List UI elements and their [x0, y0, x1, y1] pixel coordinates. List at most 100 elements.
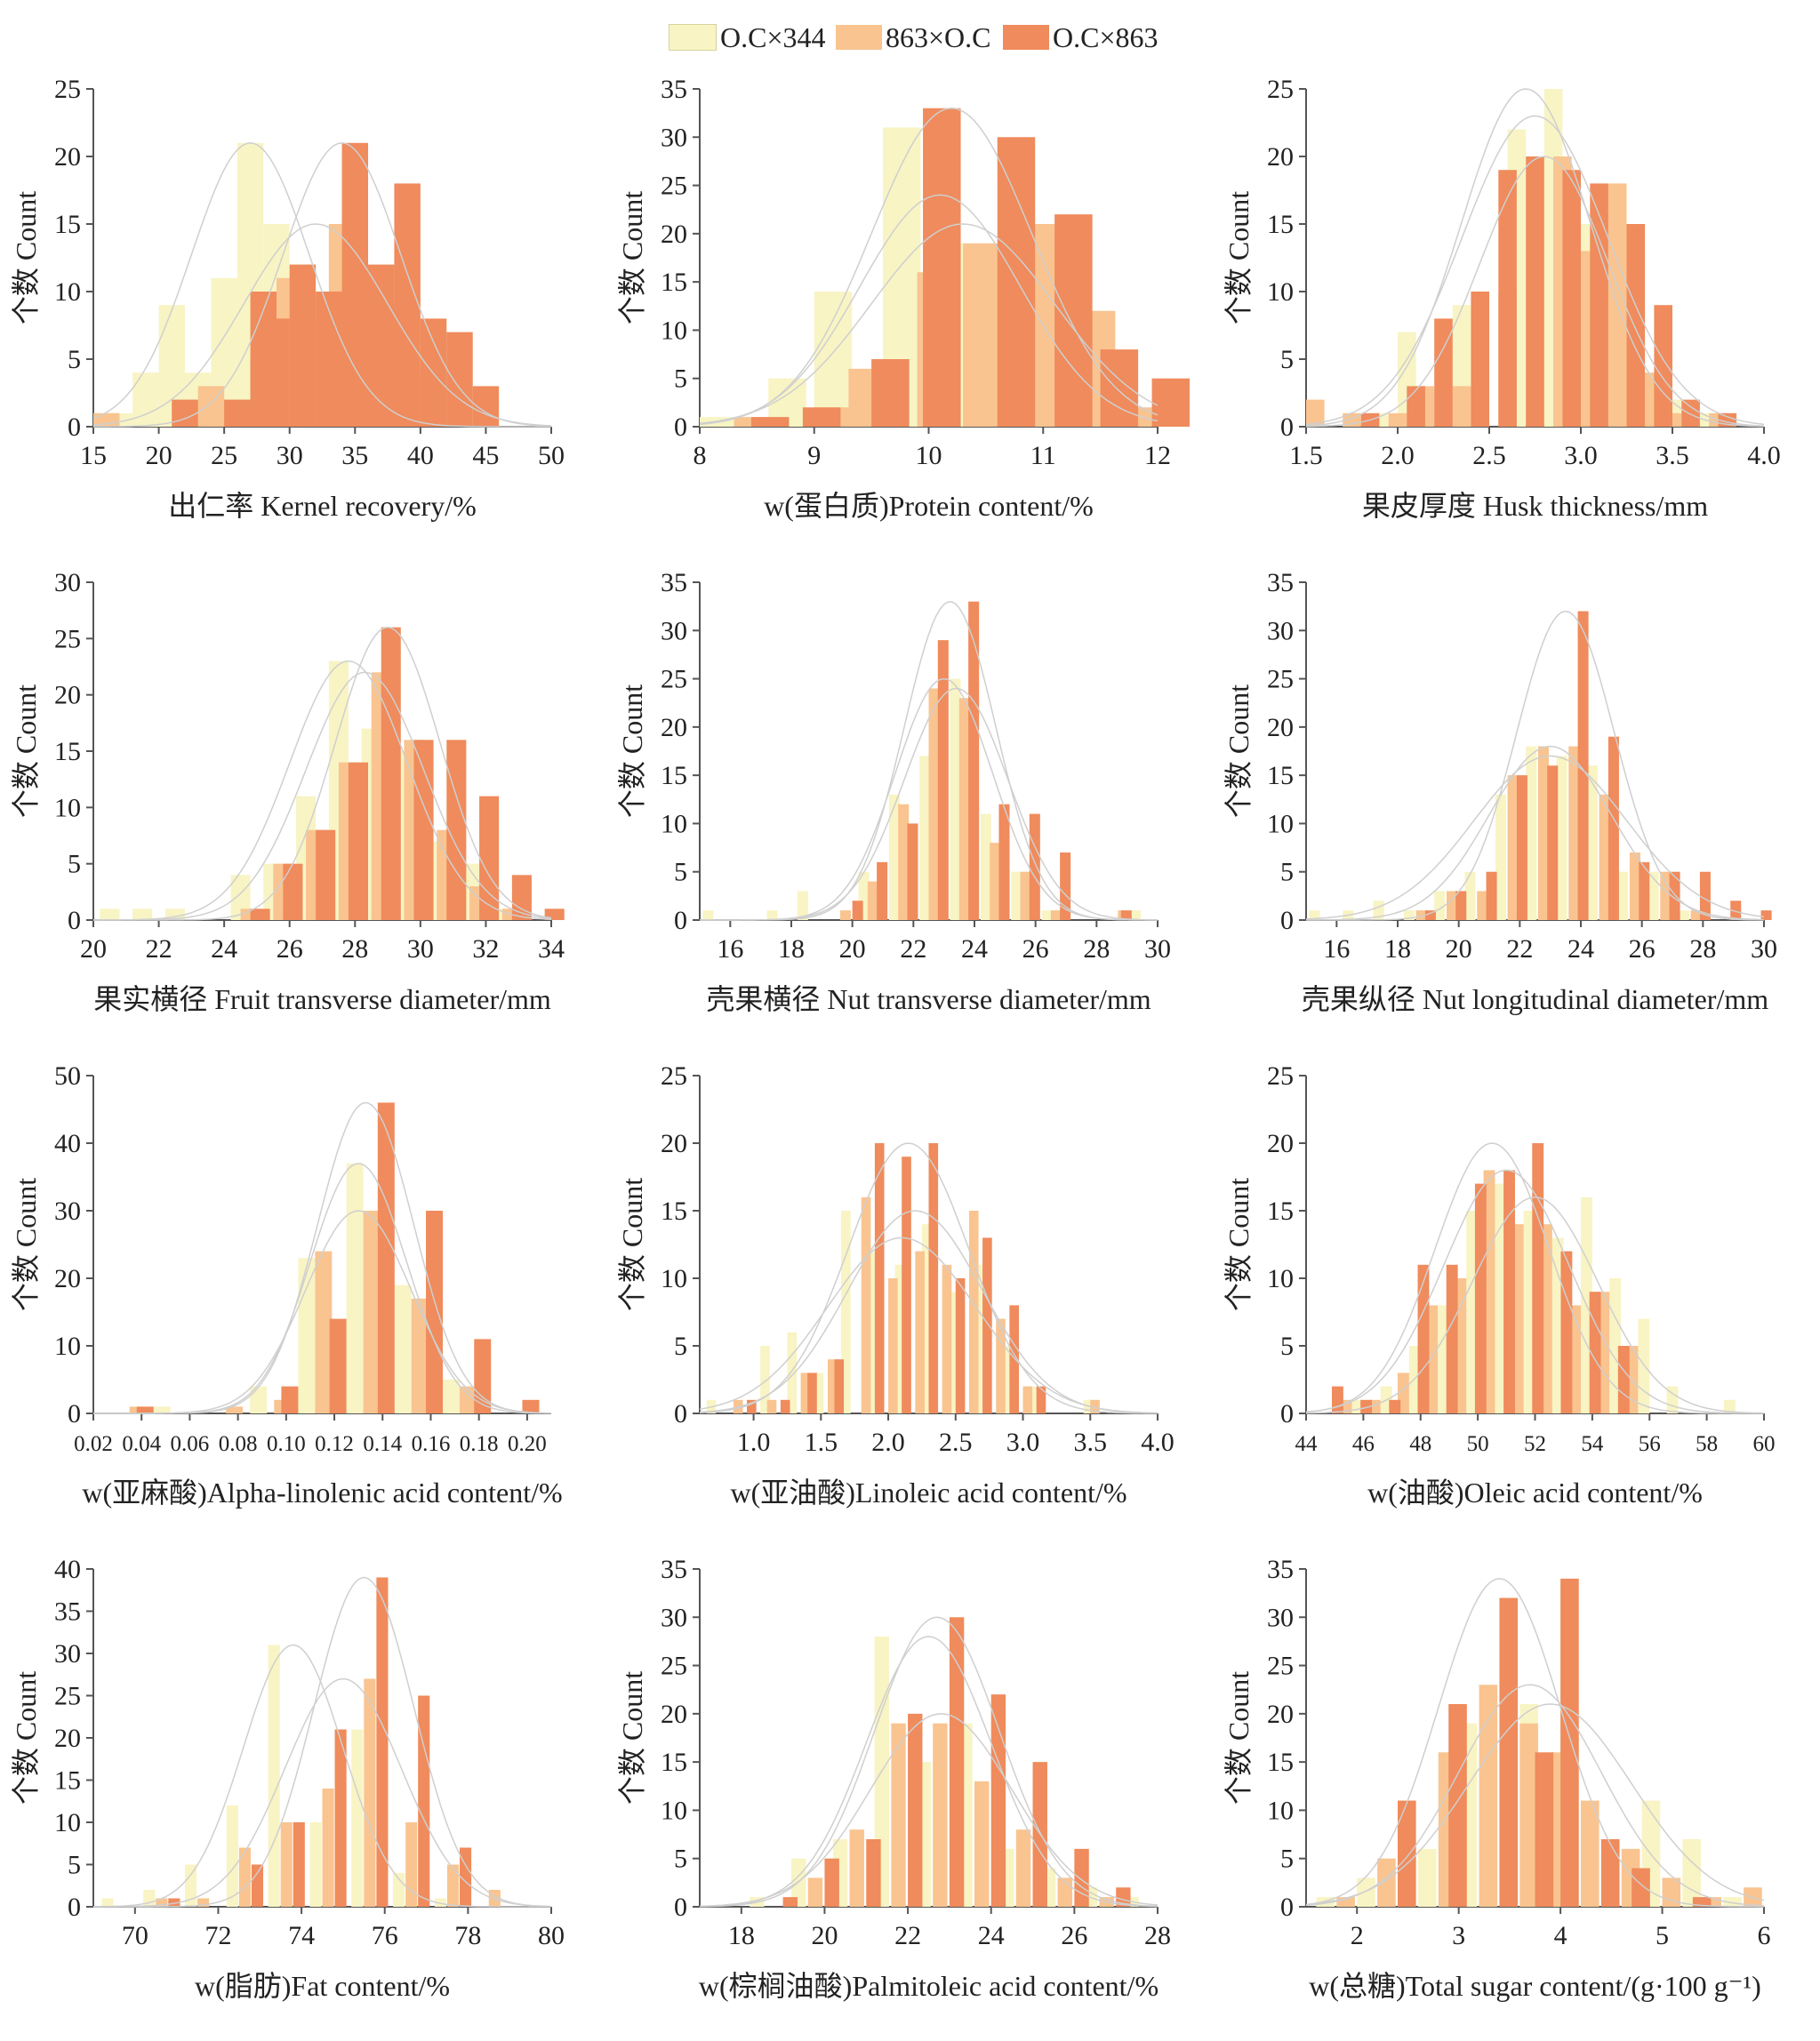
histogram-bar — [1581, 1800, 1600, 1907]
histogram-bar — [841, 1211, 851, 1413]
histogram-panel: 0 5 10 15 20 25 44 46 48 50 52 54 56 58 60 个数 Count w(油酸… — [1213, 1049, 1819, 1542]
x-tick-label: 28 — [1144, 1921, 1171, 1950]
y-tick-label: 15 — [54, 737, 81, 766]
histogram-bar — [1682, 1839, 1702, 1907]
x-tick-label: 0.10 — [267, 1432, 306, 1456]
x-tick-label: 11 — [1030, 441, 1056, 470]
histogram-bar — [1638, 1318, 1650, 1413]
histogram-bar — [363, 1211, 381, 1413]
histogram-bar — [185, 1864, 197, 1907]
histogram-bar — [1600, 1839, 1620, 1907]
y-tick-label: 15 — [54, 210, 81, 239]
histogram-bar — [998, 804, 1010, 920]
histogram-bar — [101, 1898, 114, 1907]
y-tick-label: 50 — [54, 1061, 81, 1091]
histogram-bar — [426, 1211, 444, 1413]
y-tick-label: 0 — [674, 1893, 687, 1922]
x-tick-label: 26 — [1629, 934, 1656, 964]
histogram-bar — [928, 688, 940, 920]
histogram-svg: 0 5 10 15 20 25 30 35 16 18 20 22 24 26 28 30 个数 Count 壳果… — [1223, 568, 1777, 1015]
x-tick-label: 60 — [1753, 1432, 1776, 1456]
x-tick-label: 70 — [122, 1921, 148, 1950]
histogram-bar — [168, 1898, 180, 1907]
histogram-bar — [867, 881, 878, 920]
histogram-bar — [1479, 1685, 1498, 1907]
x-tick-label: 45 — [472, 441, 499, 470]
histogram-bar — [394, 183, 421, 427]
legend-item-863oc: 863×O.C — [836, 20, 991, 55]
histogram-svg: 0 5 10 15 20 25 30 35 2 3 4 5 6 个数 Count w(总糖)Total su… — [1223, 1555, 1771, 2002]
histogram-bar — [376, 1577, 389, 1907]
histogram-bar — [1516, 775, 1527, 920]
y-axis-title: 个数 Count — [616, 684, 648, 818]
x-tick-label: 0.16 — [412, 1432, 451, 1456]
histogram-bar — [1309, 910, 1320, 920]
y-tick-label: 0 — [1280, 1893, 1294, 1922]
x-tick-label: 24 — [211, 934, 237, 964]
normal-curve — [699, 1142, 1158, 1414]
x-tick-label: 72 — [204, 1921, 231, 1950]
histogram-bar — [1130, 910, 1142, 920]
histogram-bar — [143, 1890, 156, 1907]
x-axis-title: w(亚麻酸)Alpha-linolenic acid content/% — [82, 1477, 562, 1509]
histogram-bar — [329, 1318, 347, 1413]
x-axis-title: 壳果横径 Nut transverse diameter/mm — [706, 983, 1151, 1015]
y-axis-title: 个数 Count — [10, 1671, 42, 1805]
histogram-bar — [958, 698, 970, 920]
normal-curve — [1305, 1684, 1765, 1907]
histogram-bar — [280, 1822, 293, 1907]
y-tick-label: 25 — [54, 1682, 81, 1711]
histogram-bar — [1577, 611, 1589, 920]
y-tick-label: 25 — [1267, 75, 1294, 104]
histogram-bar — [1446, 1264, 1458, 1413]
y-tick-label: 40 — [54, 1555, 81, 1584]
histogram-bar — [974, 1781, 990, 1907]
y-axis-title: 个数 Count — [616, 1671, 648, 1805]
histogram-bar — [1389, 1399, 1401, 1413]
histogram-bar — [446, 332, 473, 427]
x-tick-label: 18 — [728, 1921, 755, 1950]
histogram-panel: 0 5 10 15 20 25 30 35 2 3 4 5 6 个数 Count w(总糖)Total su… — [1213, 1542, 1819, 2036]
histogram-panel: 0 10 20 30 40 50 0.02 0.04 0.06 0.08 0.10 0.12 0.14 0… — [0, 1049, 606, 1542]
histogram-bar — [1590, 183, 1608, 427]
histogram-bar — [172, 399, 198, 427]
histogram-panel: 0 5 10 15 20 25 30 20 22 24 26 28 30 32 34 个数 Count 果实横径… — [0, 556, 606, 1049]
x-tick-label: 54 — [1581, 1432, 1604, 1456]
histogram-bar — [132, 908, 153, 920]
legend-item-oc863: O.C×863 — [1003, 20, 1159, 55]
y-tick-label: 5 — [674, 1332, 687, 1361]
y-tick-label: 10 — [1267, 1796, 1294, 1825]
x-tick-label: 4.0 — [1141, 1428, 1175, 1457]
histogram-bar — [351, 1729, 364, 1907]
histogram-svg: 0 5 10 15 20 25 1.5 2.0 2.5 3.0 3.5 4.0 个数 Count 果皮厚度… — [1223, 75, 1781, 522]
normal-curve — [92, 223, 552, 427]
histogram-bar — [949, 1292, 958, 1413]
y-tick-label: 10 — [54, 793, 81, 822]
x-axis-title: 出仁率 Kernel recovery/% — [168, 490, 477, 522]
histogram-panel: 0 5 10 15 20 25 30 35 16 18 20 22 24 26 28 30 个数 Count 壳果… — [1213, 556, 1819, 1049]
histogram-bar — [866, 1839, 881, 1907]
histogram-bar — [381, 627, 401, 920]
histogram-svg: 0 5 10 15 20 25 30 35 40 70 72 74 76 78 80 个数 Count w(脂肪… — [10, 1555, 565, 2002]
histogram-bar — [1074, 1848, 1089, 1907]
x-tick-label: 16 — [717, 934, 743, 964]
histogram-bar — [364, 1678, 376, 1907]
x-tick-label: 20 — [80, 934, 107, 964]
legend-label-oc863: O.C×863 — [1053, 20, 1159, 53]
x-tick-label: 1.5 — [1289, 441, 1323, 470]
histogram-bar — [334, 1729, 347, 1907]
x-tick-label: 28 — [1083, 934, 1110, 964]
histogram-bar — [877, 861, 888, 920]
histogram-bar — [411, 1298, 429, 1413]
histogram-bar — [1434, 318, 1453, 427]
y-tick-label: 10 — [661, 1264, 687, 1293]
normal-curve — [93, 1576, 552, 1908]
histogram-bar — [1020, 871, 1031, 920]
histogram-bar — [975, 1264, 986, 1413]
x-tick-label: 26 — [1061, 1921, 1087, 1950]
histogram-bar — [1022, 1386, 1033, 1413]
y-tick-label: 0 — [1280, 906, 1294, 935]
x-tick-label: 2.5 — [1472, 441, 1506, 470]
normal-curve — [700, 687, 1159, 921]
histogram-panel: 0 5 10 15 20 25 1.0 1.5 2.0 2.5 3.0 3.5 4.0 个数 Count w… — [606, 1049, 1213, 1542]
